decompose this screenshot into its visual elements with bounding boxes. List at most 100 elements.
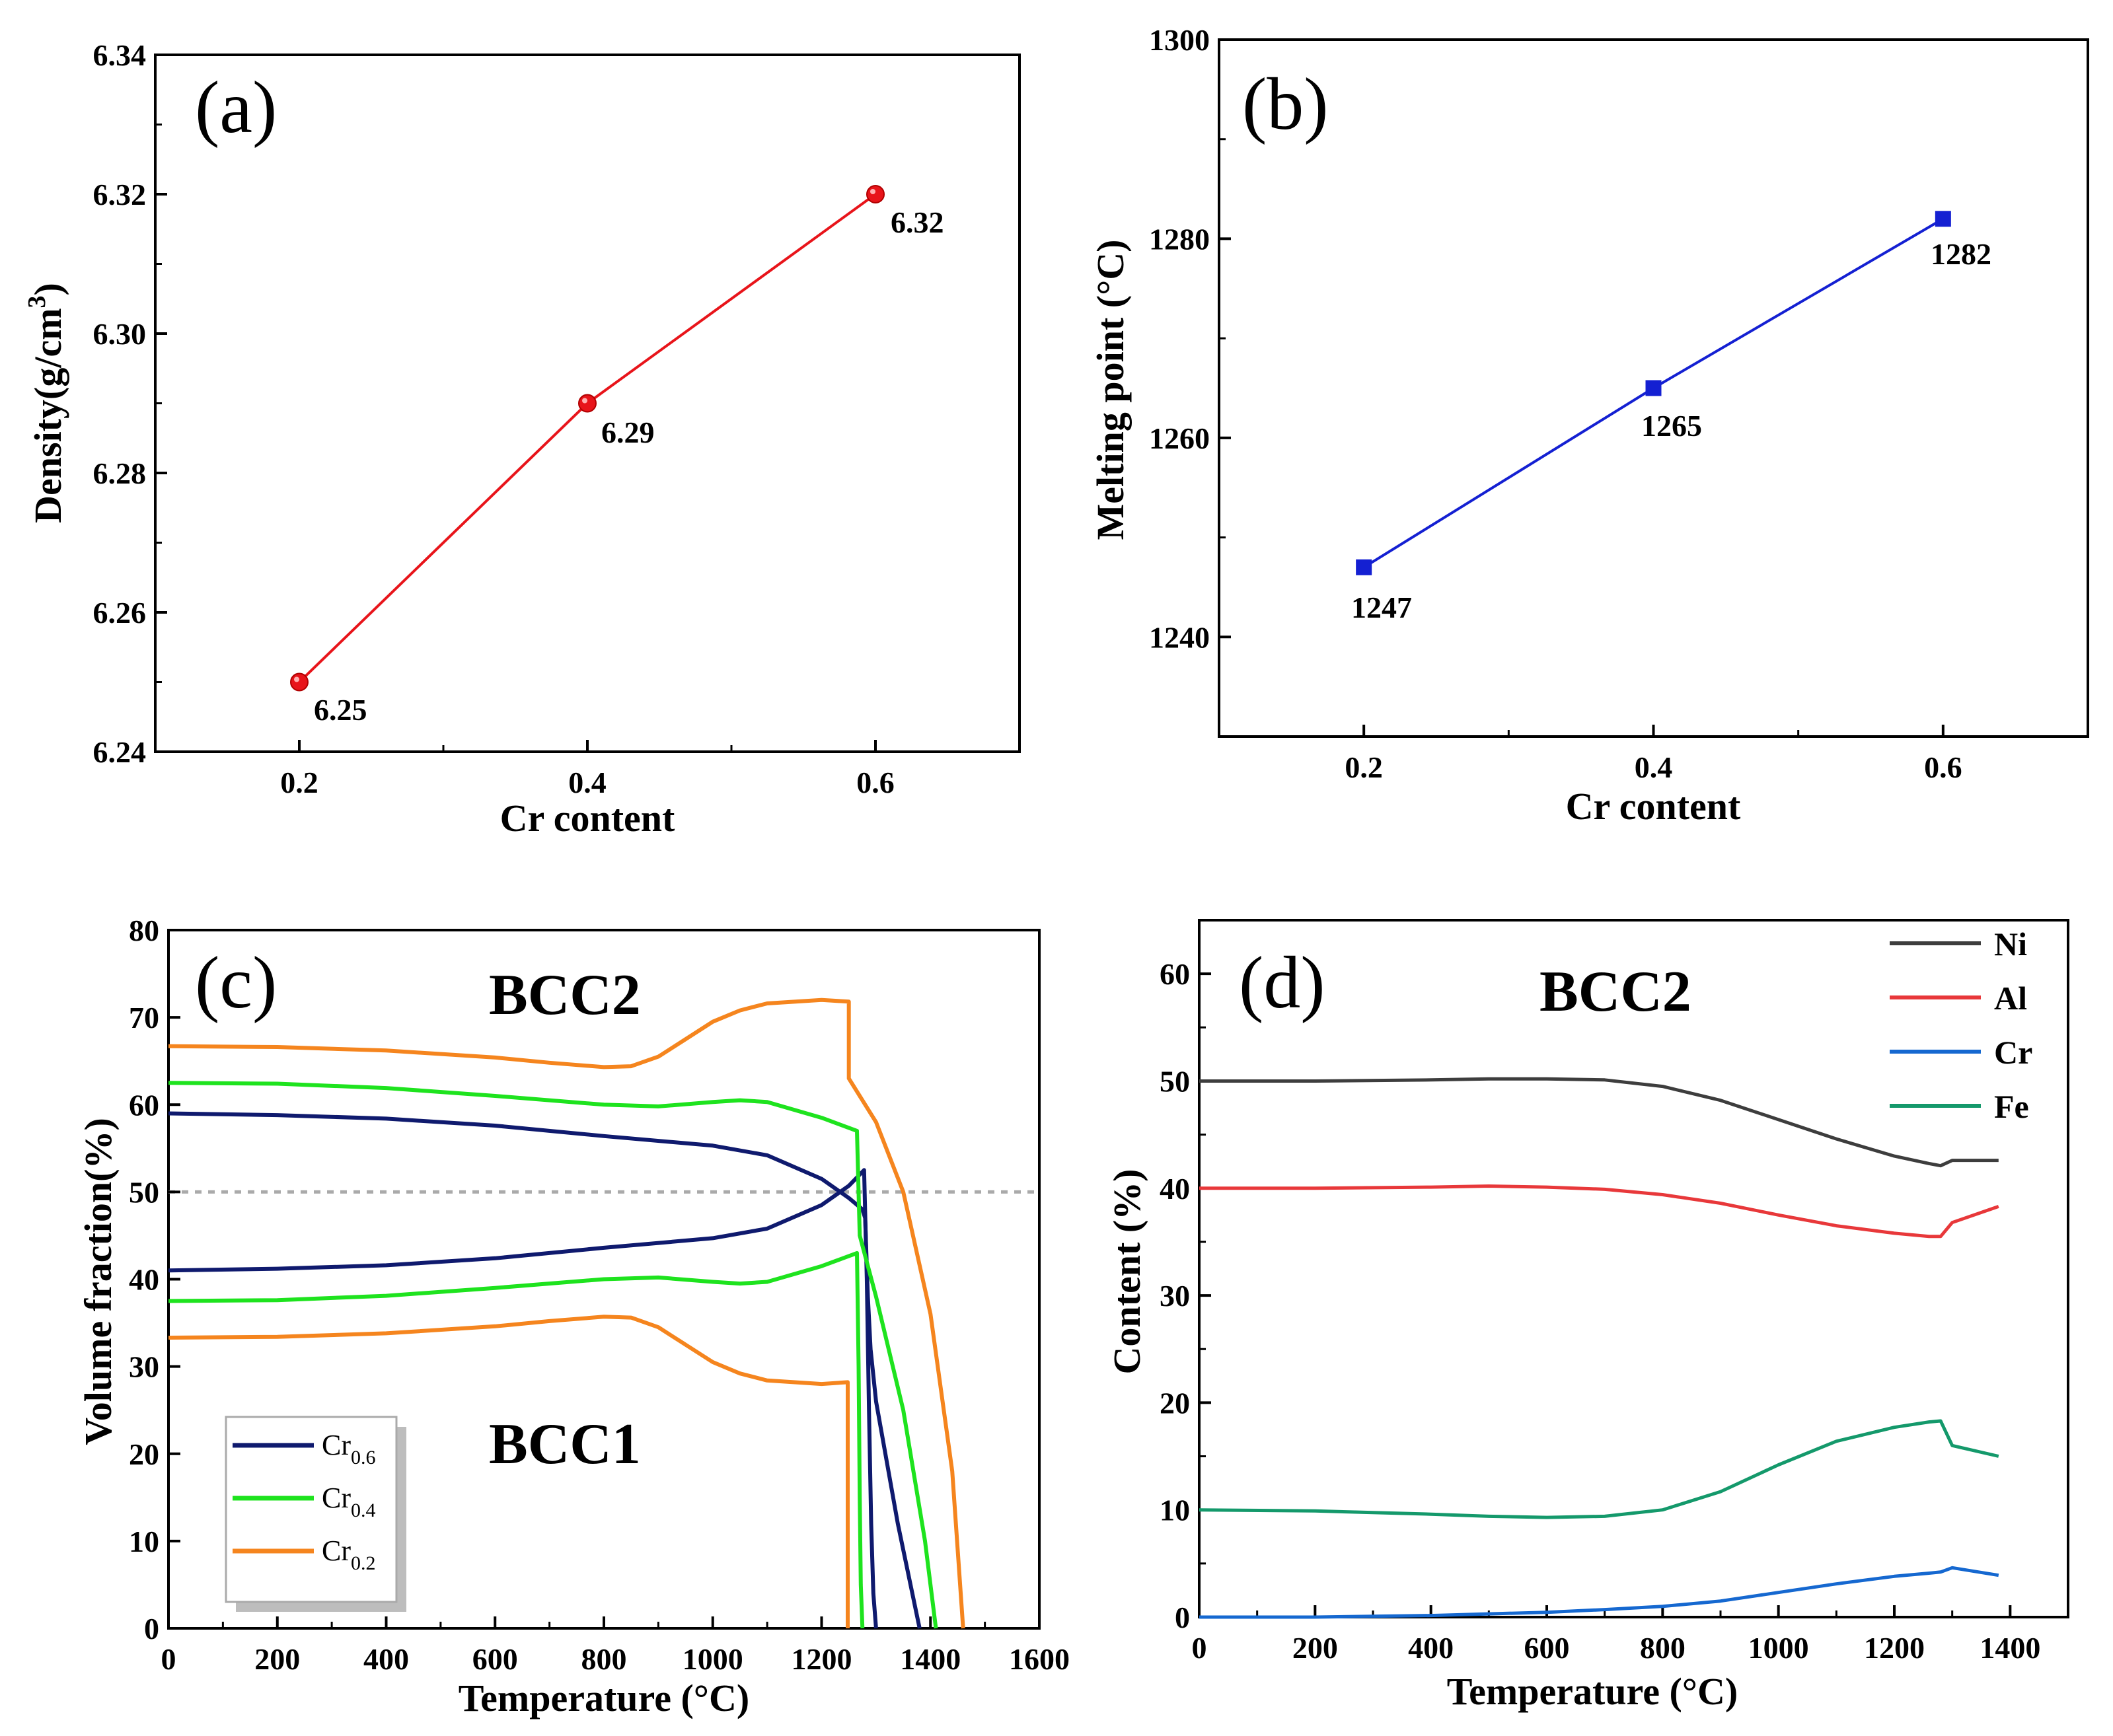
panel-c-legend-cr06: Cr0.6 bbox=[322, 1429, 376, 1468]
panel-a-point-label-1: 6.25 bbox=[314, 693, 367, 727]
panel-c-legend-cr06-base: Cr bbox=[322, 1429, 351, 1461]
panel-c-x-axis-title: Temperature (°C) bbox=[459, 1677, 749, 1719]
panel-b-point-label-3: 1282 bbox=[1931, 237, 1991, 271]
x-tick-label: 1400 bbox=[900, 1642, 961, 1676]
panel-c-legend-cr04: Cr0.4 bbox=[322, 1482, 376, 1521]
y-tick-label: 50 bbox=[1160, 1064, 1190, 1098]
panel-d-plot-frame bbox=[1198, 919, 2069, 1618]
x-tick-label: 1000 bbox=[683, 1642, 743, 1676]
y-tick-label: 6.24 bbox=[93, 735, 147, 769]
x-tick-label: 0 bbox=[1192, 1631, 1207, 1665]
series-line-cr0-2-bcc1 bbox=[168, 1315, 850, 1628]
panel-d-label: (d) bbox=[1239, 942, 1325, 1024]
y-tick-label: 50 bbox=[129, 1175, 159, 1209]
series-line-cr0-4-bcc2 bbox=[168, 1081, 938, 1629]
x-tick-label: 600 bbox=[1524, 1631, 1570, 1665]
x-tick-label: 0.6 bbox=[1924, 750, 1962, 784]
panel-a-y-axis-title: Density(g/cm3) bbox=[23, 283, 69, 523]
y-tick-label: 10 bbox=[129, 1525, 159, 1558]
x-tick-label: 800 bbox=[581, 1642, 627, 1676]
x-tick-label: 0 bbox=[161, 1642, 176, 1676]
y-tick-label: 0 bbox=[144, 1612, 159, 1646]
panel-c-legend-cr02-sub: 0.2 bbox=[351, 1552, 376, 1574]
data-point-highlight bbox=[870, 189, 875, 194]
series-line-cr0-6-bcc2 bbox=[168, 1111, 922, 1629]
y-tick-label: 6.26 bbox=[93, 596, 147, 630]
y-tick-label: 0 bbox=[1175, 1601, 1190, 1634]
panel-a-y-axis-title-main: Density(g/cm bbox=[26, 308, 69, 523]
series-line-cr0-2-bcc2 bbox=[168, 997, 965, 1629]
panel-c-y-ticks: 0 10 20 30 40 50 60 70 80 bbox=[129, 914, 180, 1646]
panel-d-y-ticks: 0 10 20 30 40 50 60 bbox=[1160, 957, 1211, 1634]
y-tick-label: 1300 bbox=[1149, 23, 1210, 57]
panel-c-series bbox=[168, 997, 965, 1629]
panel-c-legend-cr02: Cr0.2 bbox=[322, 1535, 376, 1574]
panel-c-region-label-bcc1: BCC1 bbox=[489, 1412, 641, 1476]
panel-a-x-ticks: 0.2 0.4 0.6 bbox=[280, 740, 895, 799]
y-tick-label: 6.30 bbox=[93, 317, 147, 351]
y-tick-label: 60 bbox=[129, 1088, 159, 1122]
panel-c-legend-cr02-base: Cr bbox=[322, 1535, 351, 1567]
x-tick-label: 0.2 bbox=[280, 766, 318, 799]
panel-b-series bbox=[1356, 211, 1951, 575]
panel-c-x-ticks: 0 200 400 600 800 1000 1200 1400 1600 bbox=[161, 1616, 1070, 1676]
panel-d-legend-cr: Cr bbox=[1994, 1034, 2032, 1071]
panel-b-x-ticks: 0.2 0.4 0.6 bbox=[1345, 725, 1962, 784]
panel-c-y-axis-title: Volume fraction(%) bbox=[77, 1118, 120, 1445]
panel-d-legend: Ni Al Cr Fe bbox=[1890, 925, 2032, 1125]
panel-a-y-axis-title-sup: 3 bbox=[23, 295, 51, 308]
x-tick-label: 1000 bbox=[1748, 1631, 1809, 1665]
y-tick-label: 30 bbox=[1160, 1279, 1190, 1313]
y-tick-label: 80 bbox=[129, 914, 159, 947]
panel-b-y-axis-title: Melting point (°C) bbox=[1089, 240, 1132, 540]
y-tick-label: 70 bbox=[129, 1001, 159, 1034]
panel-d-legend-al: Al bbox=[1994, 980, 2027, 1017]
data-point-highlight bbox=[294, 676, 299, 682]
panel-d-region-label: BCC2 bbox=[1539, 960, 1691, 1024]
panel-d-series bbox=[1199, 1077, 1999, 1619]
series-line-fe bbox=[1199, 1419, 1999, 1519]
series-line-cr0-6-bcc1 bbox=[168, 1168, 878, 1629]
panel-b-y-ticks: 1240 1260 1280 1300 bbox=[1149, 23, 1231, 654]
panel-a-point-label-2: 6.29 bbox=[601, 416, 655, 449]
x-tick-label: 1400 bbox=[1980, 1631, 2040, 1665]
x-tick-label: 0.4 bbox=[568, 766, 607, 799]
panel-a-y-axis-title-close: ) bbox=[26, 283, 69, 295]
y-tick-label: 1280 bbox=[1149, 222, 1210, 256]
series-line-cr bbox=[1199, 1566, 1999, 1619]
panel-a-label: (a) bbox=[195, 67, 277, 149]
series-line-ni bbox=[1199, 1077, 1999, 1168]
x-tick-label: 400 bbox=[1408, 1631, 1454, 1665]
series-line-cr0-4-bcc1 bbox=[168, 1250, 865, 1629]
y-tick-label: 1260 bbox=[1149, 421, 1210, 455]
x-tick-label: 400 bbox=[363, 1642, 409, 1676]
panel-c-legend-cr04-sub: 0.4 bbox=[351, 1500, 376, 1521]
y-tick-label: 20 bbox=[129, 1437, 159, 1471]
panel-c-legend: Cr0.6 Cr0.4 Cr0.2 bbox=[225, 1416, 406, 1612]
x-tick-label: 1200 bbox=[1864, 1631, 1925, 1665]
panel-d-legend-ni: Ni bbox=[1994, 925, 2027, 962]
x-tick-label: 800 bbox=[1640, 1631, 1686, 1665]
panel-c-legend-box bbox=[225, 1416, 398, 1603]
y-tick-label: 1240 bbox=[1149, 620, 1210, 654]
panel-b-label: (b) bbox=[1242, 63, 1329, 145]
y-tick-label: 10 bbox=[1160, 1494, 1190, 1527]
x-tick-label: 0.2 bbox=[1345, 750, 1383, 784]
x-tick-label: 0.4 bbox=[1635, 750, 1673, 784]
y-tick-label: 20 bbox=[1160, 1386, 1190, 1420]
panel-d-content-chart: 0 200 400 600 800 1000 1200 1400 0102030405060 … bbox=[1105, 919, 2069, 1713]
y-tick-label: 40 bbox=[129, 1263, 159, 1297]
x-tick-label: 200 bbox=[254, 1642, 300, 1676]
panel-b-point-label-1: 1247 bbox=[1351, 591, 1412, 624]
series-line bbox=[298, 193, 877, 683]
panel-d-legend-fe: Fe bbox=[1994, 1088, 2029, 1125]
panel-a-series bbox=[290, 185, 885, 692]
y-tick-label: 30 bbox=[129, 1350, 159, 1384]
y-tick-label: 6.28 bbox=[93, 456, 147, 490]
x-tick-label: 200 bbox=[1292, 1631, 1338, 1665]
panel-c-label: (c) bbox=[195, 942, 277, 1024]
panel-b-melting-point-chart: 0.2 0.4 0.6 1240 1260 1280 1300 (b) Cr conten… bbox=[1089, 23, 2089, 828]
data-point bbox=[866, 185, 885, 203]
data-point bbox=[290, 672, 309, 692]
y-tick-label: 6.34 bbox=[93, 38, 147, 72]
